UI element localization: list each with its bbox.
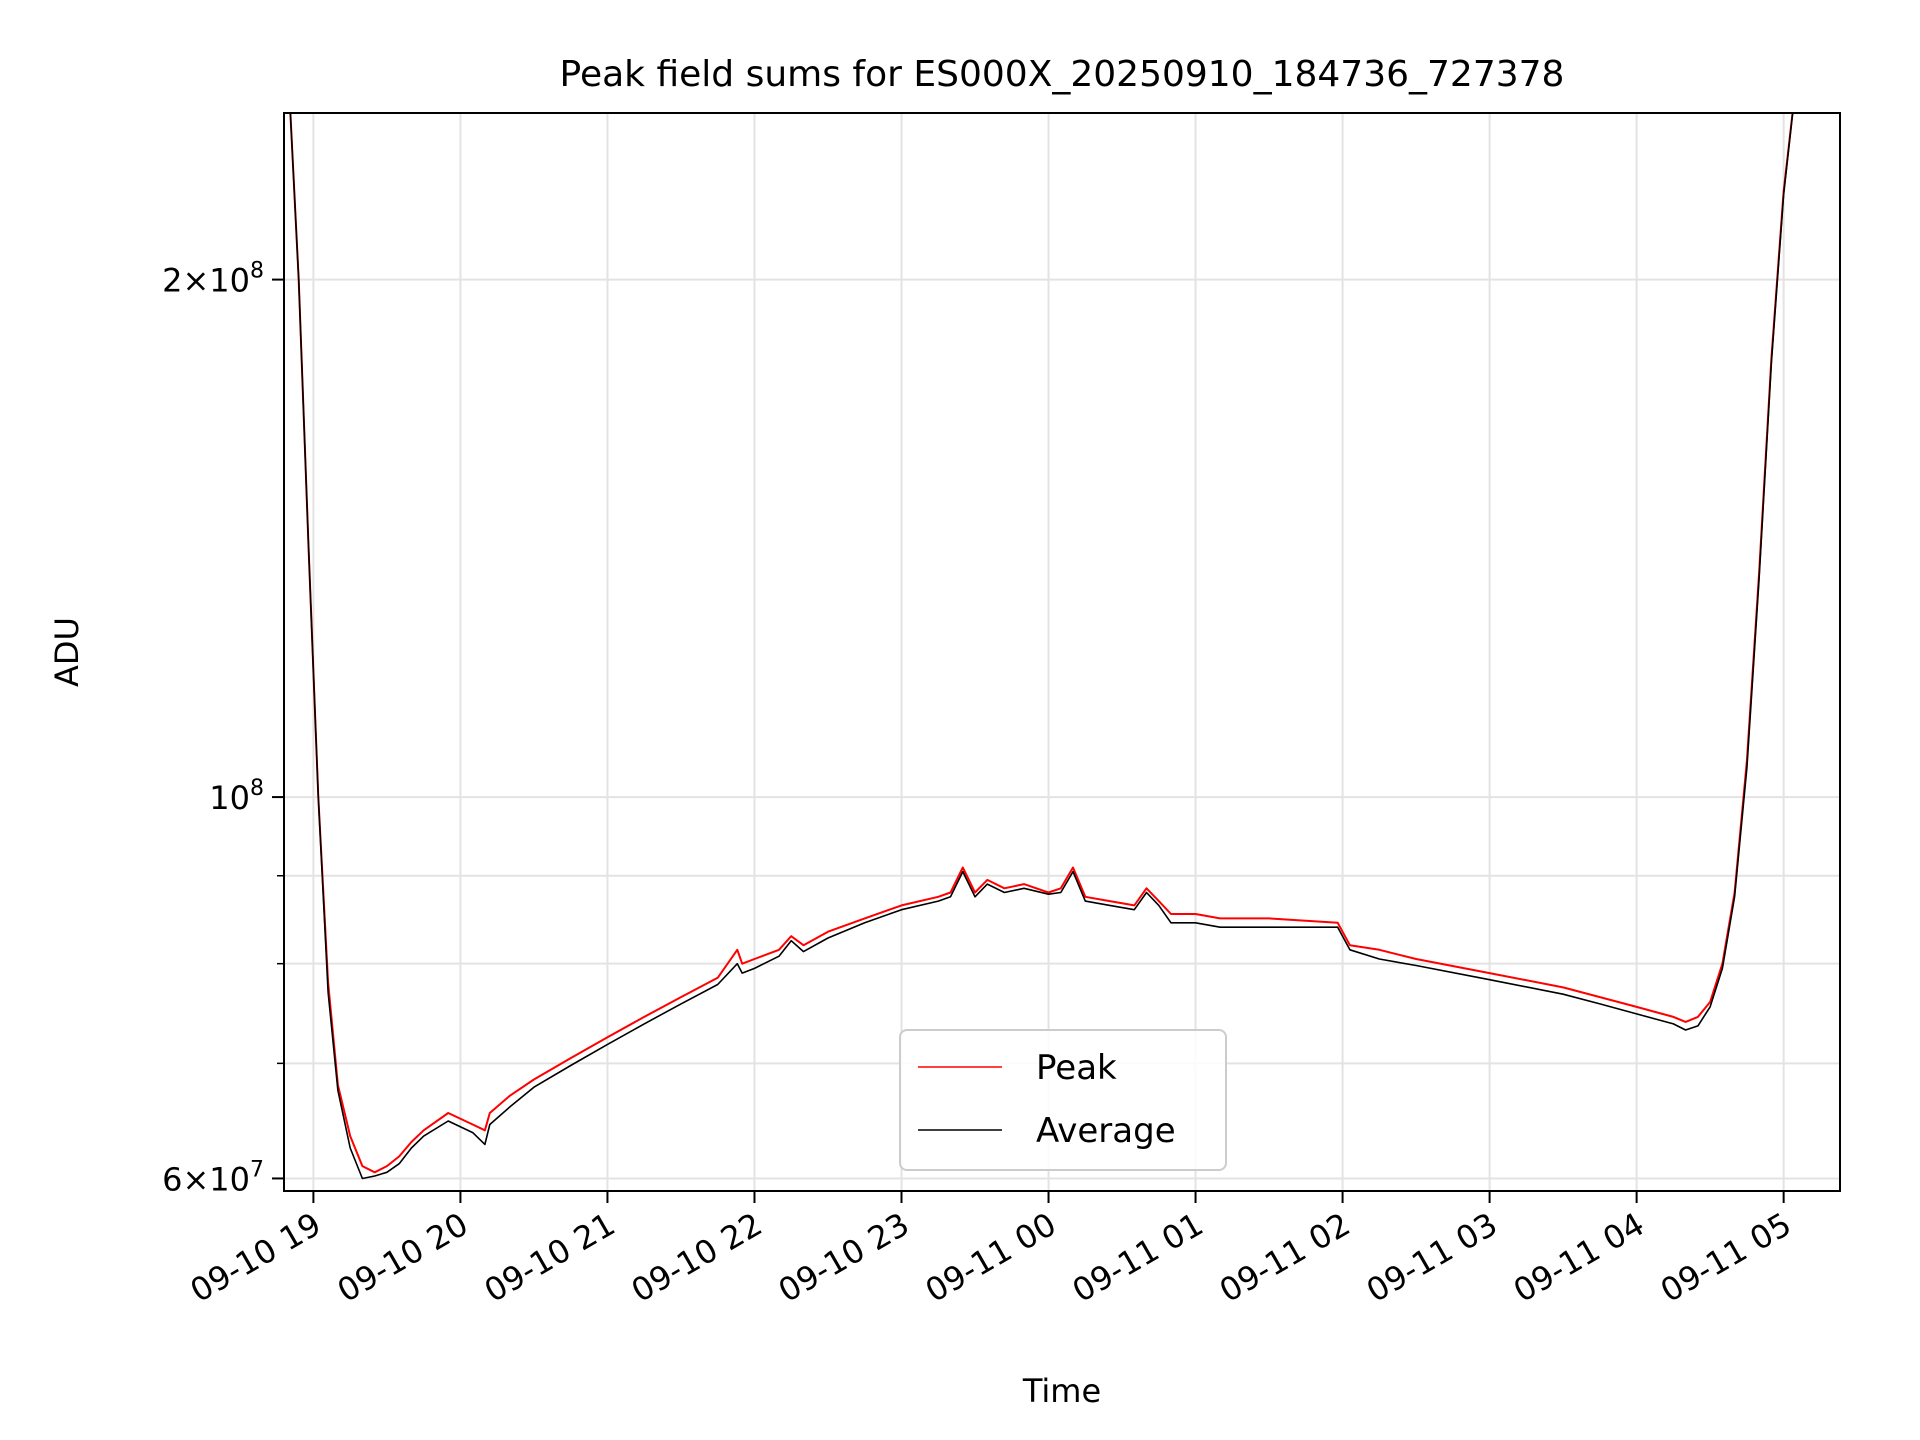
y-tick-times: × <box>182 1160 209 1198</box>
y-tick-mantissa: 2 <box>162 262 182 300</box>
legend: Peak Average <box>899 1029 1227 1171</box>
legend-label-peak: Peak <box>1036 1048 1117 1088</box>
y-tick-base: 10 <box>209 262 250 300</box>
y-tick-times: × <box>182 262 209 300</box>
series-line-average <box>289 113 1794 1180</box>
x-axis-label: Time <box>1022 1372 1101 1410</box>
legend-box <box>899 1029 1227 1171</box>
series-layer <box>289 113 1794 1180</box>
y-tick-label: 6×107 <box>162 1157 264 1198</box>
legend-label-average: Average <box>1036 1111 1176 1151</box>
y-tick-base: 10 <box>209 1160 250 1198</box>
chart-title: Peak field sums for ES000X_20250910_1847… <box>560 54 1565 95</box>
y-axis-label: ADU <box>48 617 86 687</box>
y-tick-label: 108 <box>209 776 264 817</box>
grid <box>284 113 1840 1191</box>
y-tick-label: 2×108 <box>162 259 264 300</box>
y-tick-exponent: 8 <box>250 776 264 801</box>
y-tick-mantissa: 6 <box>162 1160 182 1198</box>
y-tick-exponent: 8 <box>250 259 264 284</box>
y-tick-base: 10 <box>209 779 250 817</box>
y-tick-exponent: 7 <box>250 1157 264 1182</box>
series-line-peak <box>289 113 1794 1174</box>
plot-frame <box>283 112 1841 1192</box>
